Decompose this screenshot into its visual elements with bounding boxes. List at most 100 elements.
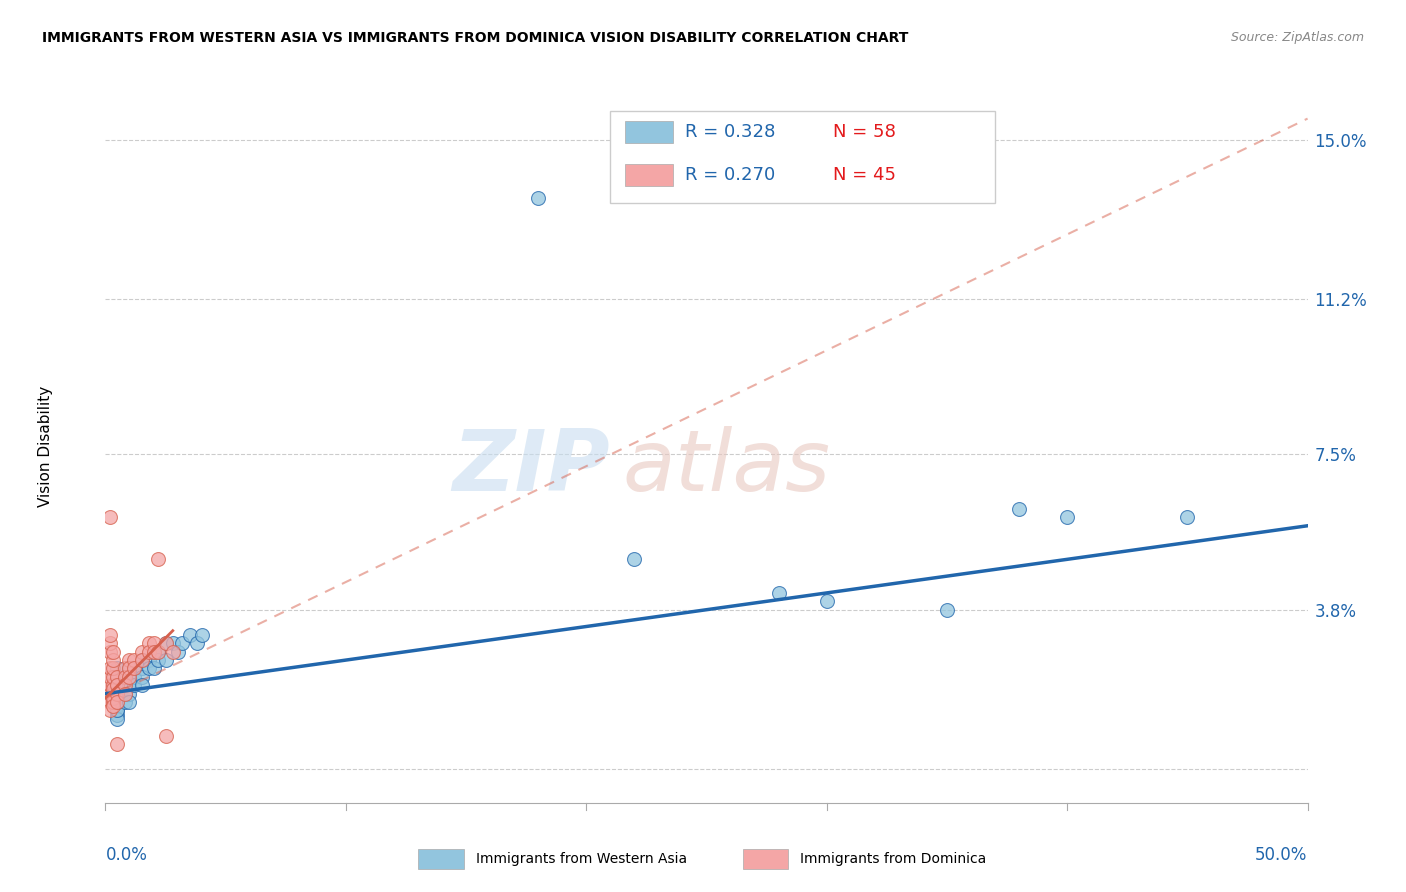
Point <box>107 687 129 701</box>
Point <box>107 695 129 709</box>
Point <box>131 661 153 675</box>
Text: 50.0%: 50.0% <box>1256 846 1308 863</box>
Point <box>118 653 141 667</box>
Text: Vision Disability: Vision Disability <box>38 385 53 507</box>
Point <box>107 678 129 692</box>
Point <box>107 678 129 692</box>
Point <box>98 510 121 524</box>
Bar <box>624 121 673 143</box>
Point <box>124 661 146 675</box>
Point <box>1056 510 1078 524</box>
Point <box>118 670 141 684</box>
FancyBboxPatch shape <box>610 111 995 203</box>
Point <box>114 695 136 709</box>
Point <box>107 687 129 701</box>
Point <box>107 695 129 709</box>
Text: N = 58: N = 58 <box>832 123 896 141</box>
Point <box>155 653 177 667</box>
Point <box>114 661 136 675</box>
Point <box>107 670 129 684</box>
Point <box>142 645 165 659</box>
Point <box>101 661 124 675</box>
Point <box>172 636 194 650</box>
Point <box>107 737 129 751</box>
Point <box>190 628 212 642</box>
Point <box>118 687 141 701</box>
Text: Immigrants from Dominica: Immigrants from Dominica <box>800 852 987 866</box>
Point <box>815 594 838 608</box>
Point <box>107 703 129 717</box>
Point <box>107 687 129 701</box>
Point <box>107 703 129 717</box>
Point <box>155 636 177 650</box>
Point <box>124 678 146 692</box>
Point <box>124 653 146 667</box>
Point <box>101 682 124 697</box>
Point <box>179 628 201 642</box>
Point <box>107 690 129 705</box>
Text: 0.0%: 0.0% <box>105 846 148 863</box>
Text: Immigrants from Western Asia: Immigrants from Western Asia <box>475 852 688 866</box>
Point <box>98 670 121 684</box>
Point <box>107 695 129 709</box>
Point <box>162 645 184 659</box>
Point <box>131 678 153 692</box>
Point <box>936 603 959 617</box>
Point <box>131 653 153 667</box>
Point <box>107 670 129 684</box>
Point <box>148 552 170 566</box>
Point <box>101 699 124 714</box>
Point <box>166 645 188 659</box>
Point <box>138 653 160 667</box>
Point <box>101 690 124 705</box>
Point <box>131 653 153 667</box>
Point <box>186 636 208 650</box>
Point <box>142 636 165 650</box>
Point <box>98 695 121 709</box>
Point <box>1008 502 1031 516</box>
Point <box>107 670 129 684</box>
Point <box>107 682 129 697</box>
Point <box>98 645 121 659</box>
Point <box>131 670 153 684</box>
Point <box>101 645 124 659</box>
Point <box>118 678 141 692</box>
Point <box>107 678 129 692</box>
Text: R = 0.328: R = 0.328 <box>685 123 775 141</box>
Bar <box>742 849 789 869</box>
Point <box>118 695 141 709</box>
Text: IMMIGRANTS FROM WESTERN ASIA VS IMMIGRANTS FROM DOMINICA VISION DISABILITY CORRE: IMMIGRANTS FROM WESTERN ASIA VS IMMIGRAN… <box>42 31 908 45</box>
Point <box>114 687 136 701</box>
Point <box>155 636 177 650</box>
Point <box>148 645 170 659</box>
Point <box>1175 510 1198 524</box>
Point <box>131 645 153 659</box>
Point <box>138 661 160 675</box>
Point <box>148 653 170 667</box>
Point <box>114 670 136 684</box>
Point <box>623 552 645 566</box>
Point <box>162 636 184 650</box>
Point <box>98 703 121 717</box>
Point <box>101 653 124 667</box>
Point <box>768 586 790 600</box>
Point <box>107 712 129 726</box>
Point <box>527 191 550 205</box>
Point <box>101 678 124 692</box>
Bar <box>418 849 464 869</box>
Point <box>98 687 121 701</box>
Point <box>107 687 129 701</box>
Point <box>101 670 124 684</box>
Point <box>98 636 121 650</box>
Point <box>107 699 129 714</box>
Point <box>107 661 129 675</box>
Point <box>124 661 146 675</box>
Point <box>107 674 129 689</box>
Point <box>118 670 141 684</box>
Point <box>148 645 170 659</box>
Text: Source: ZipAtlas.com: Source: ZipAtlas.com <box>1230 31 1364 45</box>
Point <box>142 645 165 659</box>
Point <box>114 678 136 692</box>
Point <box>155 729 177 743</box>
Point <box>118 661 141 675</box>
